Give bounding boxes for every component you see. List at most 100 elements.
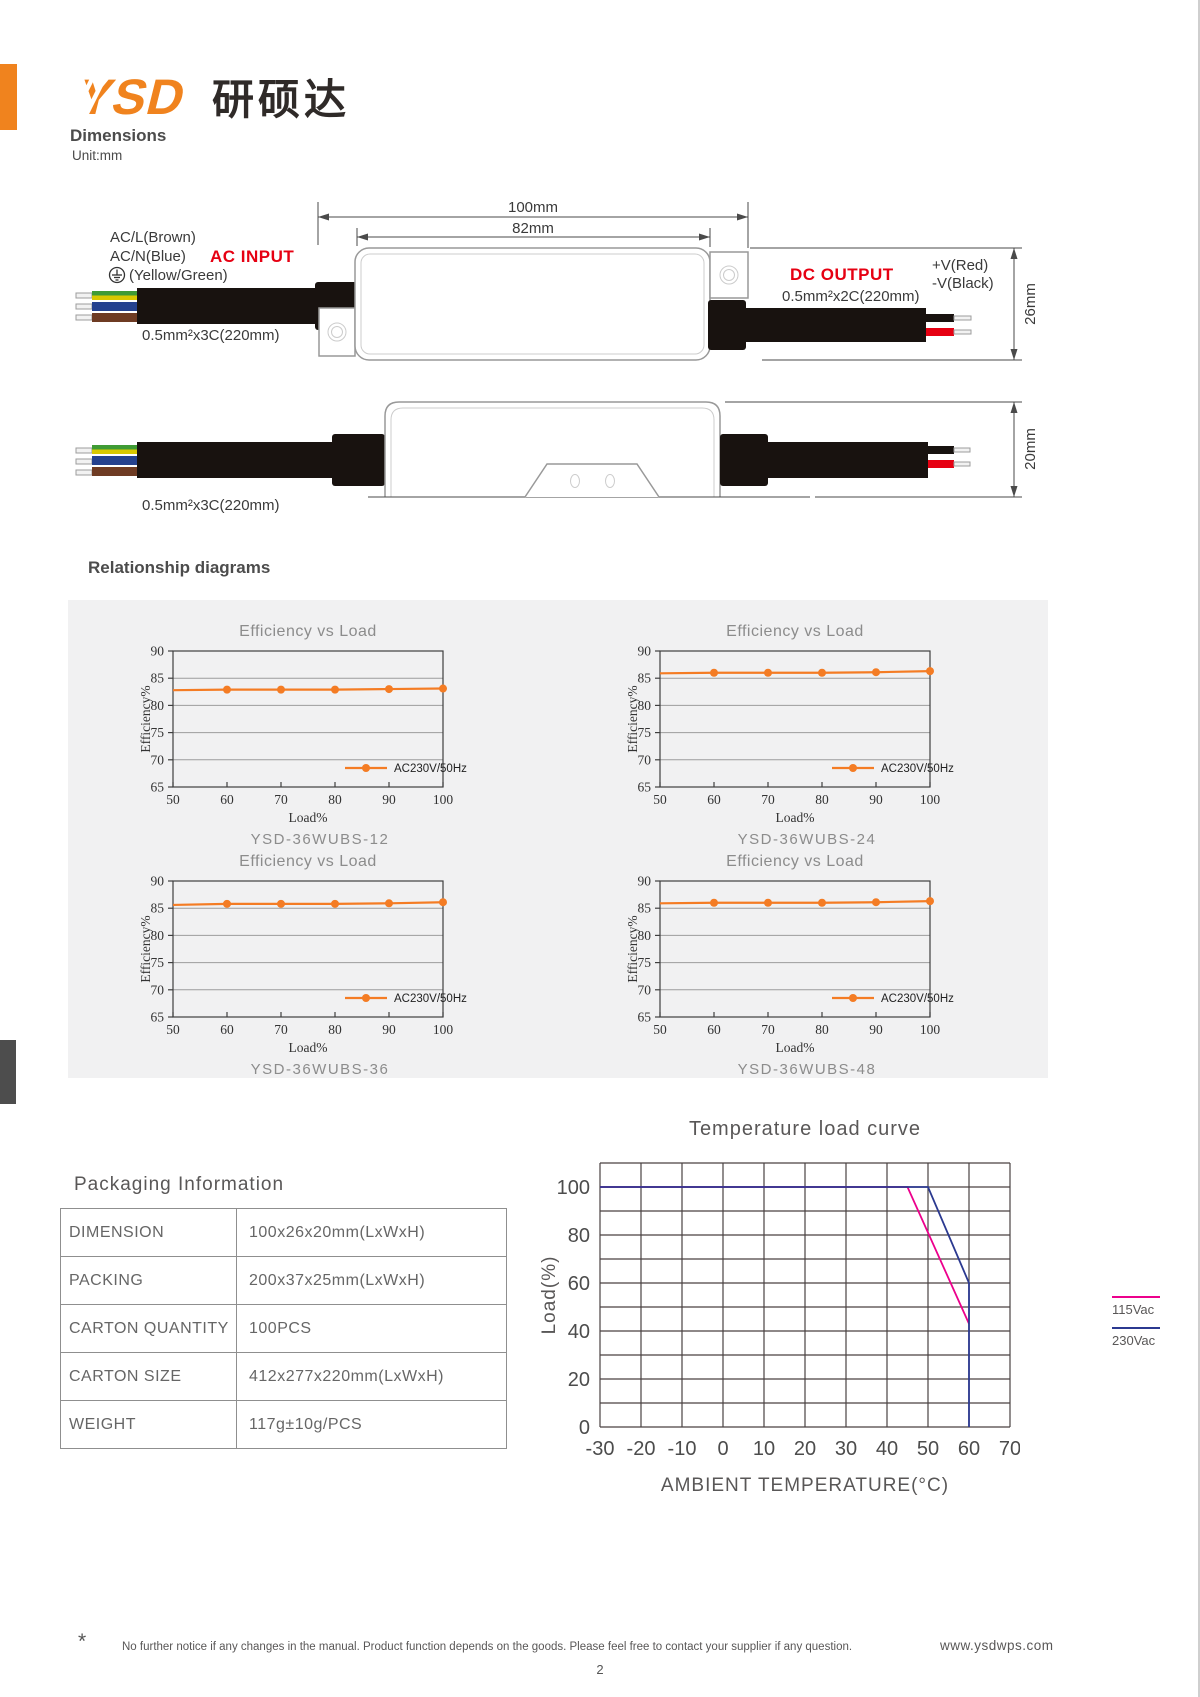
wire-brown bbox=[92, 313, 137, 322]
data-point bbox=[385, 899, 393, 908]
data-line bbox=[659, 900, 931, 905]
legend-label: AC230V/50Hz bbox=[881, 763, 954, 775]
y-axis-label: Load(%) bbox=[539, 1256, 560, 1335]
y-tick-label: 90 bbox=[638, 644, 652, 659]
x-tick-label: 30 bbox=[835, 1438, 857, 1460]
accent-tab bbox=[0, 64, 17, 130]
chart-title: Efficiency vs Load bbox=[726, 623, 864, 640]
x-tick-label: 100 bbox=[433, 1022, 454, 1037]
page-number: 2 bbox=[596, 1662, 604, 1677]
y-tick-label: 20 bbox=[568, 1369, 590, 1391]
x-tick-label: 80 bbox=[328, 1022, 342, 1037]
x-tick-label: 50 bbox=[653, 792, 667, 807]
x-tick-label: 60 bbox=[958, 1438, 980, 1460]
x-tick-label: 80 bbox=[815, 1022, 829, 1037]
y-tick-label: 75 bbox=[638, 955, 652, 970]
dimensions-title: Dimensions bbox=[70, 126, 167, 145]
x-tick-label: 90 bbox=[382, 1022, 396, 1037]
y-tick-label: 40 bbox=[568, 1321, 590, 1343]
charts-panel: Efficiency vs Load 65 70 75 80 85 90 50 60 70 80 90… bbox=[68, 600, 1048, 1078]
x-tick-label: 100 bbox=[920, 1022, 941, 1037]
data-point bbox=[223, 685, 231, 694]
row-label: DIMENSION bbox=[60, 1208, 237, 1257]
row-value: 200x37x25mm(LxWxH) bbox=[236, 1256, 507, 1305]
data-point bbox=[710, 668, 718, 677]
data-point bbox=[331, 899, 339, 908]
efficiency-chart-24: Efficiency vs Load 65 70 75 80 85 90 50 60 70 80 90… bbox=[592, 615, 1042, 848]
legend-label: 115Vac bbox=[1112, 1302, 1155, 1317]
chart-title: Efficiency vs Load bbox=[239, 853, 377, 870]
data-point bbox=[872, 668, 880, 677]
legend-item-230vac: 230Vac bbox=[1112, 1327, 1192, 1348]
y-tick-label: 75 bbox=[638, 725, 652, 740]
x-tick-label: 0 bbox=[717, 1438, 728, 1460]
row-label: PACKING bbox=[60, 1256, 237, 1305]
data-line bbox=[172, 687, 444, 692]
x-tick-label: 20 bbox=[794, 1438, 816, 1460]
page-edge bbox=[1198, 0, 1200, 1697]
y-tick-label: 90 bbox=[151, 644, 165, 659]
y-axis-label: Efficiency% bbox=[138, 915, 153, 982]
x-tick-label: 80 bbox=[815, 792, 829, 807]
y-tick-label: 65 bbox=[638, 780, 652, 795]
x-tick-label: 70 bbox=[999, 1438, 1020, 1460]
unit-body-top-view bbox=[354, 247, 711, 361]
legend-label: AC230V/50Hz bbox=[394, 763, 467, 775]
y-tick-label: 80 bbox=[151, 698, 165, 713]
data-point bbox=[439, 898, 447, 907]
y-tick-label: 80 bbox=[151, 928, 165, 943]
chart-caption: YSD-36WUBS-48 bbox=[737, 1061, 877, 1078]
y-tick-label: 80 bbox=[638, 698, 652, 713]
wire-red bbox=[926, 328, 954, 336]
table-row: CARTON SIZE 412x277x220mm(LxWxH) bbox=[60, 1352, 507, 1401]
efficiency-chart-svg-48: Efficiency vs Load 65 70 75 80 85 90 50 60 70 80 90… bbox=[625, 853, 954, 1055]
x-tick-label: 70 bbox=[761, 792, 775, 807]
side-cable-label: 0.5mm²x3C(220mm) bbox=[142, 497, 280, 514]
y-tick-label: 80 bbox=[638, 928, 652, 943]
table-row: DIMENSION 100x26x20mm(LxWxH) bbox=[60, 1208, 507, 1257]
x-tick-label: 50 bbox=[166, 1022, 180, 1037]
efficiency-chart-svg-24: Efficiency vs Load 65 70 75 80 85 90 50 60 70 80 90… bbox=[625, 623, 954, 825]
x-tick-label: -20 bbox=[627, 1438, 656, 1460]
y-tick-label: 70 bbox=[638, 982, 652, 997]
data-point bbox=[710, 898, 718, 907]
data-point bbox=[926, 897, 934, 906]
data-point bbox=[439, 684, 447, 693]
data-line bbox=[172, 901, 444, 907]
table-row: CARTON QUANTITY 100PCS bbox=[60, 1304, 507, 1353]
ground-label: (Yellow/Green) bbox=[129, 267, 228, 284]
y-tick-label: 85 bbox=[638, 901, 652, 916]
y-tick-label: 85 bbox=[638, 671, 652, 686]
data-point bbox=[223, 899, 231, 908]
x-axis-label: Load% bbox=[776, 1040, 815, 1055]
y-tick-label: 75 bbox=[151, 955, 165, 970]
series-line-115Vac bbox=[600, 1186, 970, 1325]
series-line-230Vac bbox=[600, 1186, 970, 1427]
wire-blue bbox=[92, 302, 137, 311]
y-tick-label: 65 bbox=[638, 1010, 652, 1025]
footer-note: No further notice if any changes in the … bbox=[122, 1641, 853, 1653]
x-tick-label: 10 bbox=[753, 1438, 775, 1460]
output-cable bbox=[746, 308, 926, 342]
y-tick-label: 90 bbox=[151, 874, 165, 889]
row-label: CARTON SIZE bbox=[60, 1352, 237, 1401]
v-plus-label: +V(Red) bbox=[932, 257, 988, 274]
y-axis-label: Efficiency% bbox=[625, 685, 640, 752]
temp-legend: 115Vac 230Vac bbox=[1112, 1296, 1192, 1358]
x-tick-label: 100 bbox=[433, 792, 454, 807]
legend-label: 230Vac bbox=[1112, 1333, 1156, 1348]
legend-label: AC230V/50Hz bbox=[881, 993, 954, 1005]
dim-20mm-label: 20mm bbox=[1022, 428, 1039, 470]
data-point bbox=[818, 898, 826, 907]
input-cable bbox=[137, 288, 317, 324]
x-tick-label: 60 bbox=[707, 1022, 721, 1037]
y-axis-label: Efficiency% bbox=[625, 915, 640, 982]
y-axis-label: Efficiency% bbox=[138, 685, 153, 752]
dimension-drawings: 100mm 82mm bbox=[75, 199, 1039, 514]
x-tick-label: 90 bbox=[869, 1022, 883, 1037]
x-tick-label: 70 bbox=[274, 1022, 288, 1037]
side-tab bbox=[0, 1040, 16, 1104]
x-tick-label: -30 bbox=[586, 1438, 615, 1460]
footer-asterisk: * bbox=[78, 1630, 87, 1653]
